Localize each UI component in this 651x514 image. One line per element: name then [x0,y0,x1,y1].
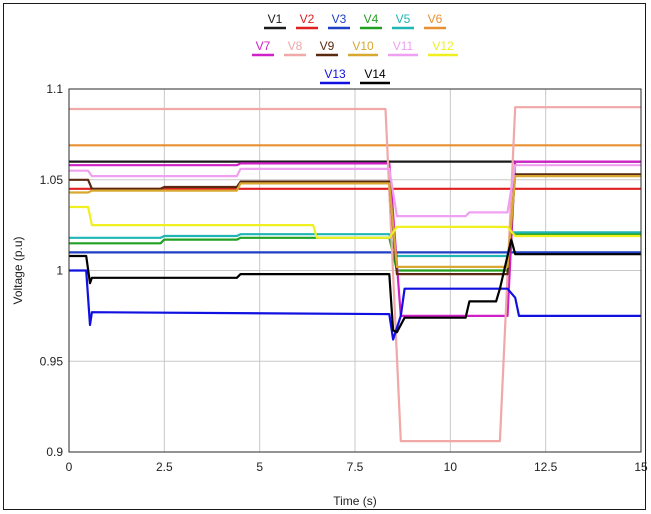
x-tick-label: 15 [634,460,648,474]
series-line-v11 [69,164,641,218]
legend-label: V5 [396,12,411,26]
legend-label: V1 [268,12,283,26]
legend-label: V14 [364,67,386,81]
legend-item-v11: V11 [388,39,418,57]
x-tick-label: 0 [66,460,73,474]
legend-item-v10: V10 [348,39,378,57]
legend-label: V11 [393,39,414,53]
legend-item-v5: V5 [392,12,414,30]
legend-item-v6: V6 [424,12,446,30]
plot-area-border [68,88,642,453]
x-tick-label: 5 [256,460,263,474]
legend-label: V9 [320,39,335,53]
x-tick-label: 2.5 [156,460,173,474]
series-line-v13 [69,269,641,341]
y-tick-label: 1.05 [40,173,64,187]
legend-item-v12: V12 [428,39,458,57]
legend-label: V3 [332,12,347,26]
y-tick-label: 1.1 [46,82,63,96]
legend: V1 V2 V3 V4 V5 V6 V7 V8 V9 V10 V11 V12 V13 V14 [252,12,458,85]
legend-item-v14: V14 [360,67,390,85]
y-axis-title: Voltage (p.u) [11,236,25,304]
series-line-v12 [69,205,641,239]
y-tick-label: 0.95 [40,354,64,368]
legend-label: V10 [352,39,374,53]
legend-label: V8 [288,39,303,53]
tick-labels: 0 2.5 5 7.5 10 12.5 15 0.9 0.95 1 1.05 1.1 [40,82,648,474]
legend-item-v4: V4 [360,12,382,30]
legend-label: V7 [256,39,271,53]
series-lines [69,106,641,443]
legend-item-v2: V2 [296,12,318,30]
series-line-v10 [69,175,641,268]
legend-item-v1: V1 [264,12,286,30]
legend-label: V13 [324,67,346,81]
legend-item-v13: V13 [320,67,350,85]
x-axis-title: Time (s) [333,494,377,508]
y-tick-label: 1 [56,264,63,278]
legend-label: V4 [364,12,379,26]
grid [68,88,642,453]
series-line-v14 [69,238,641,334]
chart-frame [3,3,646,510]
y-tick-label: 0.9 [46,445,63,459]
series-line-v8 [69,106,641,443]
legend-item-v9: V9 [316,39,338,57]
legend-label: V12 [432,39,454,53]
legend-label: V6 [428,12,443,26]
x-tick-label: 10 [444,460,458,474]
legend-item-v8: V8 [284,39,306,57]
legend-item-v3: V3 [328,12,350,30]
legend-label: V2 [300,12,315,26]
legend-item-v7: V7 [252,39,274,57]
x-tick-label: 7.5 [347,460,364,474]
x-tick-label: 12.5 [534,460,558,474]
